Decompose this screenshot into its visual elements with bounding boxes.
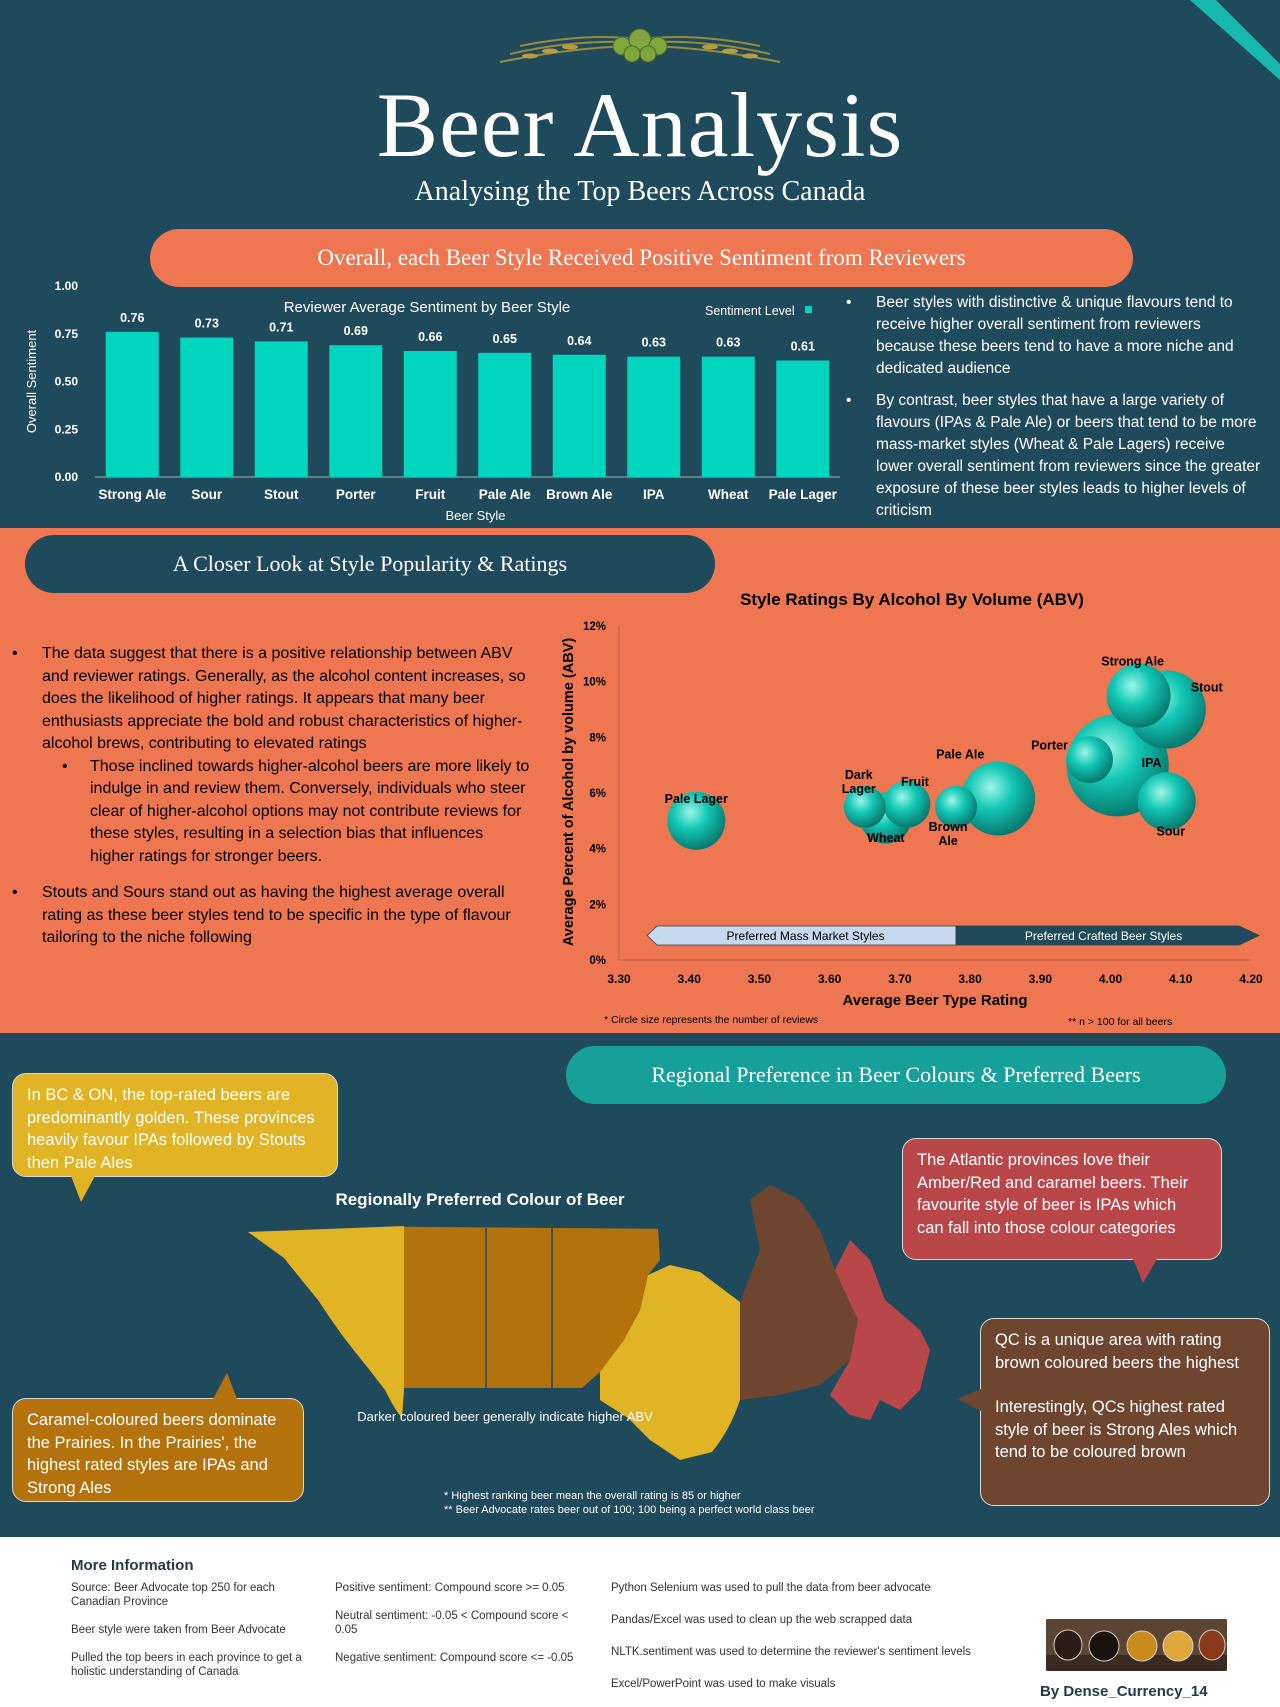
- page-subtitle: Analysing the Top Beers Across Canada: [414, 176, 866, 207]
- callout-atlantic: The Atlantic provinces love their Amber/…: [902, 1138, 1222, 1283]
- bar-value-label: 0.76: [120, 311, 144, 325]
- section1-heading: Overall, each Beer Style Received Positi…: [150, 229, 1133, 287]
- map-note: ** Beer Advocate rates beer out of 100; …: [444, 1504, 815, 1516]
- map-caption: Darker coloured beer generally indicate …: [357, 1409, 653, 1424]
- callout-text: Interestingly, QCs highest rated style o…: [995, 1398, 1238, 1461]
- bar-value-label: 0.63: [716, 336, 740, 350]
- bar-category-label: Fruit: [415, 487, 445, 502]
- bar-chart-title: Reviewer Average Sentiment by Beer Style: [284, 299, 571, 316]
- wheat-hops-icon: [499, 28, 781, 63]
- bar: [478, 352, 532, 477]
- bar-chart-y-label: Overall Sentiment: [24, 329, 39, 433]
- bar-category-label: Pale Ale: [479, 487, 532, 502]
- bar-category-label: IPA: [643, 487, 665, 502]
- map-region-on: [600, 1265, 740, 1460]
- callout-text: The Atlantic provinces love their Amber/…: [917, 1151, 1189, 1237]
- bar-category-label: Wheat: [708, 487, 749, 502]
- footer-item: Neutral sentiment: -0.05 < Compound scor…: [335, 1610, 569, 1636]
- bar-value-label: 0.61: [791, 339, 815, 353]
- callout-tail: [957, 1389, 981, 1411]
- callout-prairies: Caramel-coloured beers dominate the Prai…: [12, 1373, 304, 1502]
- beer-flight-photo: [1046, 1619, 1227, 1671]
- callout-text: QC is a unique area with rating brown co…: [995, 1331, 1239, 1372]
- bar-chart-y-tick: 0.25: [55, 422, 79, 436]
- bar-category-label: Porter: [336, 487, 377, 502]
- footer-col-tools: Python Selenium was used to pull the dat…: [611, 1581, 1031, 1705]
- footer-item: NLTK.sentiment was used to determine the…: [611, 1646, 971, 1658]
- callout-tail: [71, 1176, 95, 1202]
- bar-chart-y-tick: 1.00: [55, 279, 79, 293]
- section2-heading: A Closer Look at Style Popularity & Rati…: [25, 535, 715, 593]
- bar-chart-y-tick: 0.00: [55, 470, 79, 484]
- map-region-bc: [248, 1226, 404, 1418]
- bar-chart-legend-label: Sentiment Level: [705, 304, 795, 318]
- bar-chart-x-label: Beer Style: [446, 508, 506, 523]
- section2-sub-bullet: Those inclined towards higher-alcohol be…: [12, 756, 532, 869]
- map-note: * Highest ranking beer mean the overall …: [444, 1490, 741, 1502]
- bar-chart-legend-swatch: [805, 306, 812, 313]
- map-region-atlantic: [830, 1240, 930, 1420]
- section2-bullet: Stouts and Sours stand out as having the…: [12, 882, 532, 950]
- footer-item: Beer style were taken from Beer Advocate: [71, 1624, 286, 1636]
- callout-text: Caramel-coloured beers dominate the Prai…: [27, 1411, 277, 1497]
- bar-chart-y-tick: 0.75: [55, 327, 79, 341]
- bar: [552, 354, 606, 477]
- footer-col-source: Source: Beer Advocate top 250 for each C…: [71, 1581, 326, 1693]
- page-title: Beer Analysis: [376, 74, 904, 176]
- section1-bullet: Beer styles with distinctive & unique fl…: [846, 292, 1261, 380]
- callout-tail: [213, 1373, 237, 1399]
- footer-item: Positive sentiment: Compound score >= 0.…: [335, 1582, 565, 1594]
- footer-item: Pulled the top beers in each province to…: [71, 1652, 302, 1678]
- header: Beer Analysis Analysing the Top Beers Ac…: [0, 0, 1280, 228]
- section1-bullet: By contrast, beer styles that have a lar…: [846, 390, 1261, 522]
- section2-bullets: The data suggest that there is a positiv…: [12, 643, 532, 950]
- map-region-qc: [740, 1185, 858, 1400]
- bar-category-label: Brown Ale: [546, 487, 613, 502]
- footer-item: Excel/PowerPoint was used to make visual…: [611, 1678, 836, 1690]
- callout-tail: [1133, 1259, 1157, 1283]
- callout-bc-on: In BC & ON, the top-rated beers are pred…: [12, 1073, 338, 1202]
- bar-category-label: Pale Lager: [769, 487, 838, 502]
- bar-value-label: 0.69: [344, 324, 368, 338]
- bar-category-label: Stout: [264, 487, 299, 502]
- bar-category-label: Strong Ale: [98, 487, 166, 502]
- bar: [627, 356, 681, 477]
- footer-item: Python Selenium was used to pull the dat…: [611, 1582, 931, 1594]
- bar-value-label: 0.65: [493, 332, 517, 346]
- section3-heading: Regional Preference in Beer Colours & Pr…: [566, 1046, 1226, 1104]
- map-notes: * Highest ranking beer mean the overall …: [444, 1489, 815, 1517]
- map-region-prairies: [404, 1226, 660, 1388]
- bar-value-label: 0.66: [418, 330, 442, 344]
- sentiment-bar-chart: Reviewer Average Sentiment by Beer Style…: [24, 279, 840, 523]
- bar: [105, 331, 159, 477]
- bar: [254, 341, 308, 477]
- corner-decoration: [1190, 0, 1280, 80]
- footer: More Information Source: Beer Advocate t…: [0, 1537, 1280, 1707]
- footer-col-sentiment: Positive sentiment: Compound score >= 0.…: [335, 1581, 590, 1679]
- bar-value-label: 0.63: [642, 336, 666, 350]
- bar-value-label: 0.73: [195, 317, 219, 331]
- footer-item: Pandas/Excel was used to clean up the we…: [611, 1614, 913, 1626]
- byline: By Dense_Currency_14: [1040, 1683, 1208, 1700]
- bar-category-label: Sour: [191, 487, 222, 502]
- bar-value-label: 0.71: [269, 320, 293, 334]
- bar-value-label: 0.64: [567, 334, 591, 348]
- bar: [776, 360, 830, 477]
- bar: [403, 350, 457, 477]
- more-info-title: More Information: [71, 1557, 194, 1574]
- map-title: Regionally Preferred Colour of Beer: [335, 1190, 625, 1209]
- bar: [329, 345, 383, 477]
- section2-bullet: The data suggest that there is a positiv…: [12, 643, 532, 756]
- footer-item: Negative sentiment: Compound score <= -0…: [335, 1652, 574, 1664]
- callout-qc: QC is a unique area with rating brown co…: [957, 1318, 1270, 1506]
- section1-bullets: Beer styles with distinctive & unique fl…: [846, 292, 1261, 532]
- footer-item: Source: Beer Advocate top 250 for each C…: [71, 1582, 275, 1608]
- bar-chart-y-tick: 0.50: [55, 375, 79, 389]
- bar: [701, 356, 755, 477]
- bar: [180, 337, 234, 477]
- callout-text: In BC & ON, the top-rated beers are pred…: [27, 1086, 315, 1172]
